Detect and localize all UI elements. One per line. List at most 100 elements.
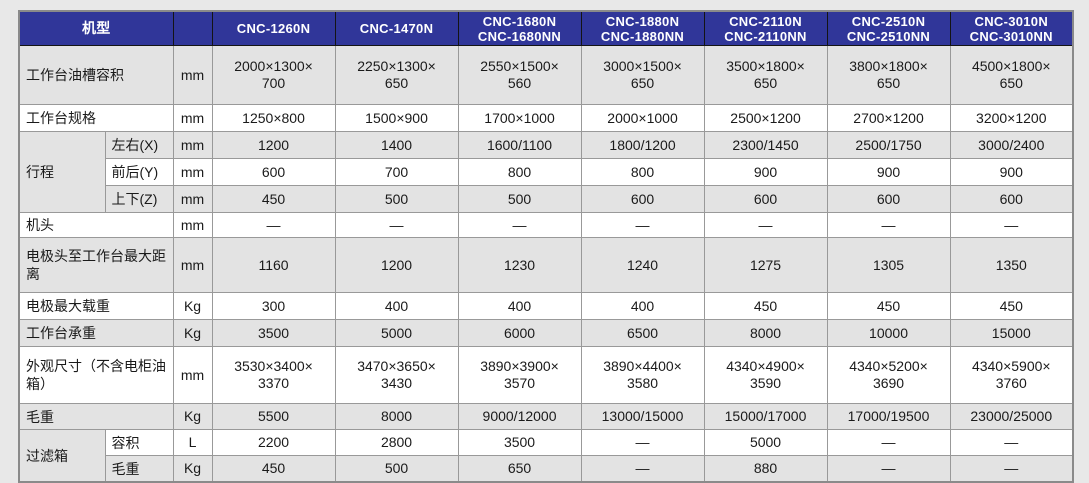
value-cell: 1700×1000 [457,104,582,132]
value-cell: 5500 [211,403,336,430]
unit-cell: mm [172,131,213,159]
spec-table-container: 机型 CNC-1260N CNC-1470N CNC-1680N CNC-168… [18,10,1075,483]
value-cell: 600 [211,158,336,186]
unit-column-header [172,10,213,46]
value-cell: 600 [580,185,705,213]
row-label: 工作台规格 [18,104,174,132]
value-cell: 650 [457,455,582,483]
value-cell: 2250×1300× 650 [334,45,459,105]
value-cell: — [580,212,705,238]
value-cell: 6000 [457,319,582,347]
value-cell: 6500 [580,319,705,347]
value-cell: — [949,455,1074,483]
row-label: 毛重 [18,403,174,430]
row-label: 工作台油槽容积 [18,45,174,105]
value-cell: 2200 [211,429,336,456]
value-cell: 1800/1200 [580,131,705,159]
value-cell: 3000×1500× 650 [580,45,705,105]
value-cell: 3500×1800× 650 [703,45,828,105]
model-header-2110n: CNC-2110N CNC-2110NN [703,10,828,46]
unit-cell: L [172,429,213,456]
model-corner-header: 机型 [18,10,174,46]
value-cell: 10000 [826,319,951,347]
row-sublabel: 毛重 [104,455,174,483]
unit-cell: Kg [172,319,213,347]
value-cell: 500 [334,455,459,483]
value-cell: — [826,455,951,483]
value-cell: — [211,212,336,238]
row-sublabel: 上下(Z) [104,185,174,213]
group-label-filter-box: 过滤箱 [18,429,106,483]
value-cell: 300 [211,292,336,320]
value-cell: 4500×1800× 650 [949,45,1074,105]
value-cell: 15000/17000 [703,403,828,430]
row-sublabel: 左右(X) [104,131,174,159]
model-header-1260n: CNC-1260N [211,10,336,46]
model-header-1680n: CNC-1680N CNC-1680NN [457,10,582,46]
value-cell: — [457,212,582,238]
value-cell: — [826,429,951,456]
value-cell: — [580,429,705,456]
row-gross-weight: 毛重 Kg 5500 8000 9000/12000 13000/15000 1… [18,403,1074,430]
unit-cell: mm [172,185,213,213]
value-cell: 880 [703,455,828,483]
value-cell: 1400 [334,131,459,159]
value-cell: 2300/1450 [703,131,828,159]
value-cell: 400 [334,292,459,320]
unit-cell: mm [172,237,213,293]
unit-cell: mm [172,346,213,404]
value-cell: 450 [703,292,828,320]
value-cell: 800 [457,158,582,186]
value-cell: — [949,212,1074,238]
value-cell: 800 [580,158,705,186]
unit-cell: Kg [172,292,213,320]
value-cell: 8000 [334,403,459,430]
unit-cell: Kg [172,403,213,430]
value-cell: 450 [949,292,1074,320]
value-cell: 8000 [703,319,828,347]
value-cell: 2700×1200 [826,104,951,132]
value-cell: 3470×3650× 3430 [334,346,459,404]
row-worktable-size: 工作台规格 mm 1250×800 1500×900 1700×1000 200… [18,104,1074,132]
value-cell: 450 [211,455,336,483]
row-filter-box-weight: 毛重 Kg 450 500 650 — 880 — — [19,455,1074,483]
value-cell: 1230 [457,237,582,293]
header-row: 机型 CNC-1260N CNC-1470N CNC-1680N CNC-168… [18,10,1074,46]
value-cell: 2800 [334,429,459,456]
group-label-stroke: 行程 [18,131,106,213]
row-outer-dimensions: 外观尺寸（不含电柜油箱） mm 3530×3400× 3370 3470×365… [18,346,1074,404]
value-cell: 1305 [826,237,951,293]
row-label: 外观尺寸（不含电柜油箱） [18,346,174,404]
value-cell: 900 [949,158,1074,186]
value-cell: 450 [211,185,336,213]
row-label: 工作台承重 [18,319,174,347]
value-cell: 1275 [703,237,828,293]
value-cell: 600 [826,185,951,213]
model-header-1880n: CNC-1880N CNC-1880NN [580,10,705,46]
unit-cell: mm [172,158,213,186]
value-cell: 2500×1200 [703,104,828,132]
value-cell: 600 [703,185,828,213]
row-stroke-z: 上下(Z) mm 450 500 500 600 600 600 600 [19,185,1074,213]
value-cell: 3890×4400× 3580 [580,346,705,404]
unit-cell: mm [172,212,213,238]
value-cell: 3530×3400× 3370 [211,346,336,404]
value-cell: 13000/15000 [580,403,705,430]
value-cell: 1500×900 [334,104,459,132]
row-electrode-max-load: 电极最大载重 Kg 300 400 400 400 450 450 450 [18,292,1074,320]
row-worktable-oil-tank: 工作台油槽容积 mm 2000×1300× 700 2250×1300× 650… [18,45,1074,105]
row-label: 电极头至工作台最大距离 [18,237,174,293]
value-cell: 2550×1500× 560 [457,45,582,105]
value-cell: 1600/1100 [457,131,582,159]
value-cell: — [949,429,1074,456]
value-cell: 2500/1750 [826,131,951,159]
value-cell: 400 [580,292,705,320]
value-cell: 900 [826,158,951,186]
value-cell: 500 [457,185,582,213]
value-cell: 3890×3900× 3570 [457,346,582,404]
row-label: 电极最大载重 [18,292,174,320]
row-sublabel: 前后(Y) [104,158,174,186]
model-header-3010n: CNC-3010N CNC-3010NN [949,10,1074,46]
row-machine-head: 机头 mm — — — — — — — [18,212,1074,238]
row-stroke-x: 行程 左右(X) mm 1200 1400 1600/1100 1800/120… [18,131,1074,213]
